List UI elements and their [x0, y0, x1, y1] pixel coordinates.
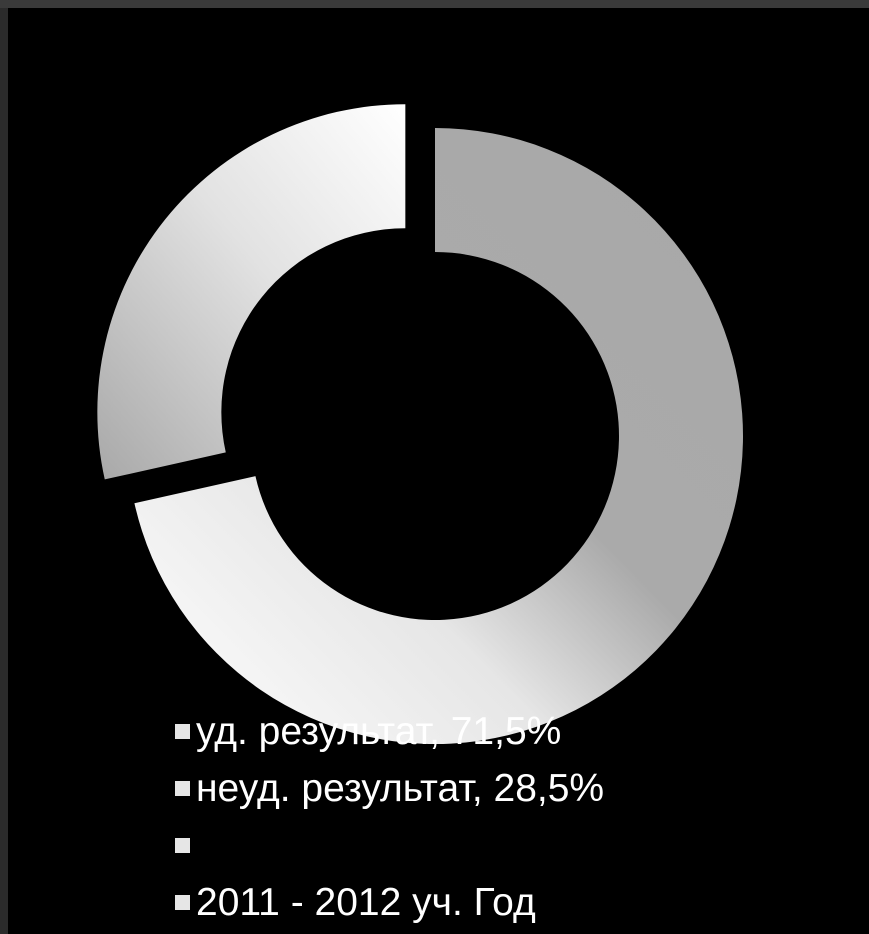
legend-swatch-satisfactory	[175, 724, 190, 739]
donut-chart	[97, 104, 743, 744]
legend-swatch-unsatisfactory	[175, 781, 190, 796]
window-top-frame	[0, 0, 869, 8]
legend-label-unsatisfactory: неуд. результат, 28,5%	[196, 767, 605, 810]
legend-swatch-year	[175, 895, 190, 910]
chart-legend: уд. результат, 71,5% неуд. результат, 28…	[175, 703, 604, 931]
chart-slide: уд. результат, 71,5% неуд. результат, 28…	[8, 8, 869, 934]
legend-item-empty	[175, 817, 604, 874]
legend-item-year: 2011 - 2012 уч. Год	[175, 874, 604, 931]
legend-label-satisfactory: уд. результат, 71,5%	[196, 710, 562, 753]
legend-item-unsatisfactory: неуд. результат, 28,5%	[175, 760, 604, 817]
legend-label-year: 2011 - 2012 уч. Год	[196, 881, 536, 924]
legend-item-satisfactory: уд. результат, 71,5%	[175, 703, 604, 760]
donut-slice-unsatisfactory	[97, 104, 406, 480]
donut-slice-satisfactory	[134, 128, 743, 744]
legend-swatch-empty	[175, 838, 190, 853]
